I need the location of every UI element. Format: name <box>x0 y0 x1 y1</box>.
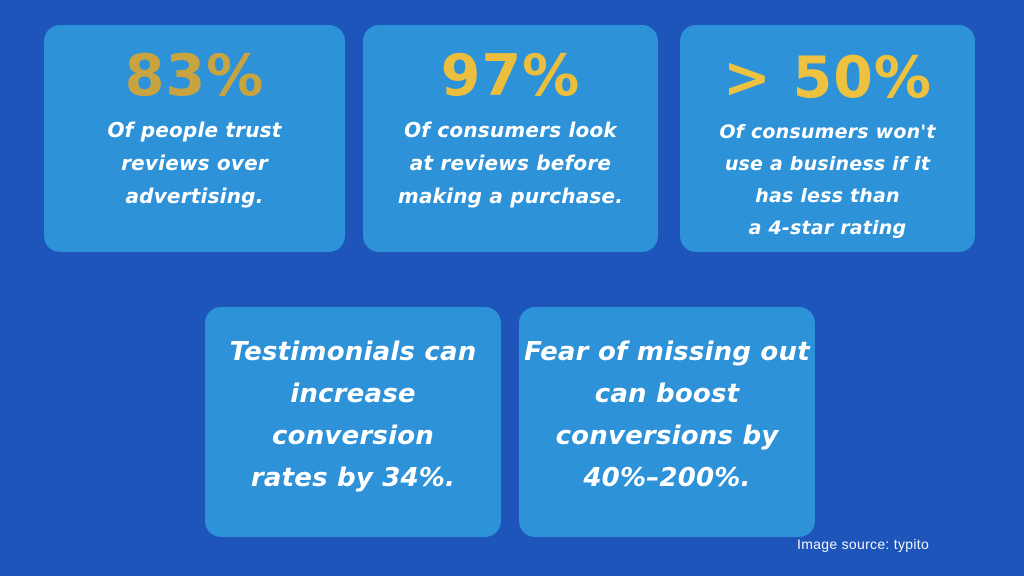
stat-description-line: can boost <box>594 379 740 409</box>
stat-description-line: making a purchase. <box>397 184 624 209</box>
stat-description-line: use a business if it <box>724 153 931 176</box>
image-source-credit: Image source: typito <box>797 536 930 552</box>
stat-description-line: Of consumers won't <box>719 121 936 144</box>
stat-card-trust-reviews: 83% Of people trust reviews over adverti… <box>44 25 345 252</box>
stat-description-line: has less than <box>755 185 900 208</box>
stat-description: Of consumers won't use a business if it … <box>680 116 975 244</box>
stat-card-fomo-conversions: Fear of missing out can boost conversion… <box>519 307 815 537</box>
stat-description: Of consumers look at reviews before maki… <box>363 114 658 213</box>
stat-value: 97% <box>440 43 581 109</box>
stat-description-line: Fear of missing out <box>524 337 810 367</box>
stat-description-line: increase conversion <box>272 379 434 451</box>
stat-description-line: advertising. <box>125 184 264 209</box>
stat-description-line: 40%–200%. <box>583 463 751 493</box>
stat-value: 83% <box>124 43 265 109</box>
stat-card-look-at-reviews: 97% Of consumers look at reviews before … <box>363 25 658 252</box>
stat-description-line: at reviews before <box>409 151 612 176</box>
stat-description-line: rates by 34%. <box>250 463 456 493</box>
stat-description-line: conversions by <box>555 421 779 451</box>
stat-description-line: Of consumers look <box>404 118 617 143</box>
stat-description-line: Testimonials can <box>229 337 477 367</box>
stat-card-testimonials-conversion: Testimonials can increase conversion rat… <box>205 307 501 537</box>
stat-value: > 50% <box>722 45 933 111</box>
stat-description: Fear of missing out can boost conversion… <box>524 331 810 499</box>
stat-description-line: a 4-star rating <box>748 217 907 240</box>
stat-description: Testimonials can increase conversion rat… <box>205 331 501 499</box>
stat-description: Of people trust reviews over advertising… <box>44 114 345 213</box>
stat-description-line: Of people trust <box>107 118 282 143</box>
stat-description-line: reviews over <box>121 151 268 176</box>
stat-card-four-star-rating: > 50% Of consumers won't use a business … <box>680 25 975 252</box>
